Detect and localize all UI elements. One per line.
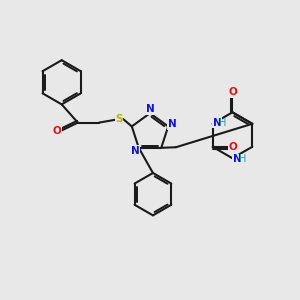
Text: O: O xyxy=(52,126,61,136)
Text: O: O xyxy=(228,87,237,97)
Text: S: S xyxy=(115,114,123,124)
Text: H: H xyxy=(219,118,226,128)
Text: N: N xyxy=(130,146,139,156)
Text: N: N xyxy=(146,104,154,114)
Text: N: N xyxy=(233,154,242,164)
Text: O: O xyxy=(229,142,237,152)
Text: N: N xyxy=(213,118,222,128)
Text: H: H xyxy=(239,154,246,164)
Text: N: N xyxy=(168,119,176,129)
